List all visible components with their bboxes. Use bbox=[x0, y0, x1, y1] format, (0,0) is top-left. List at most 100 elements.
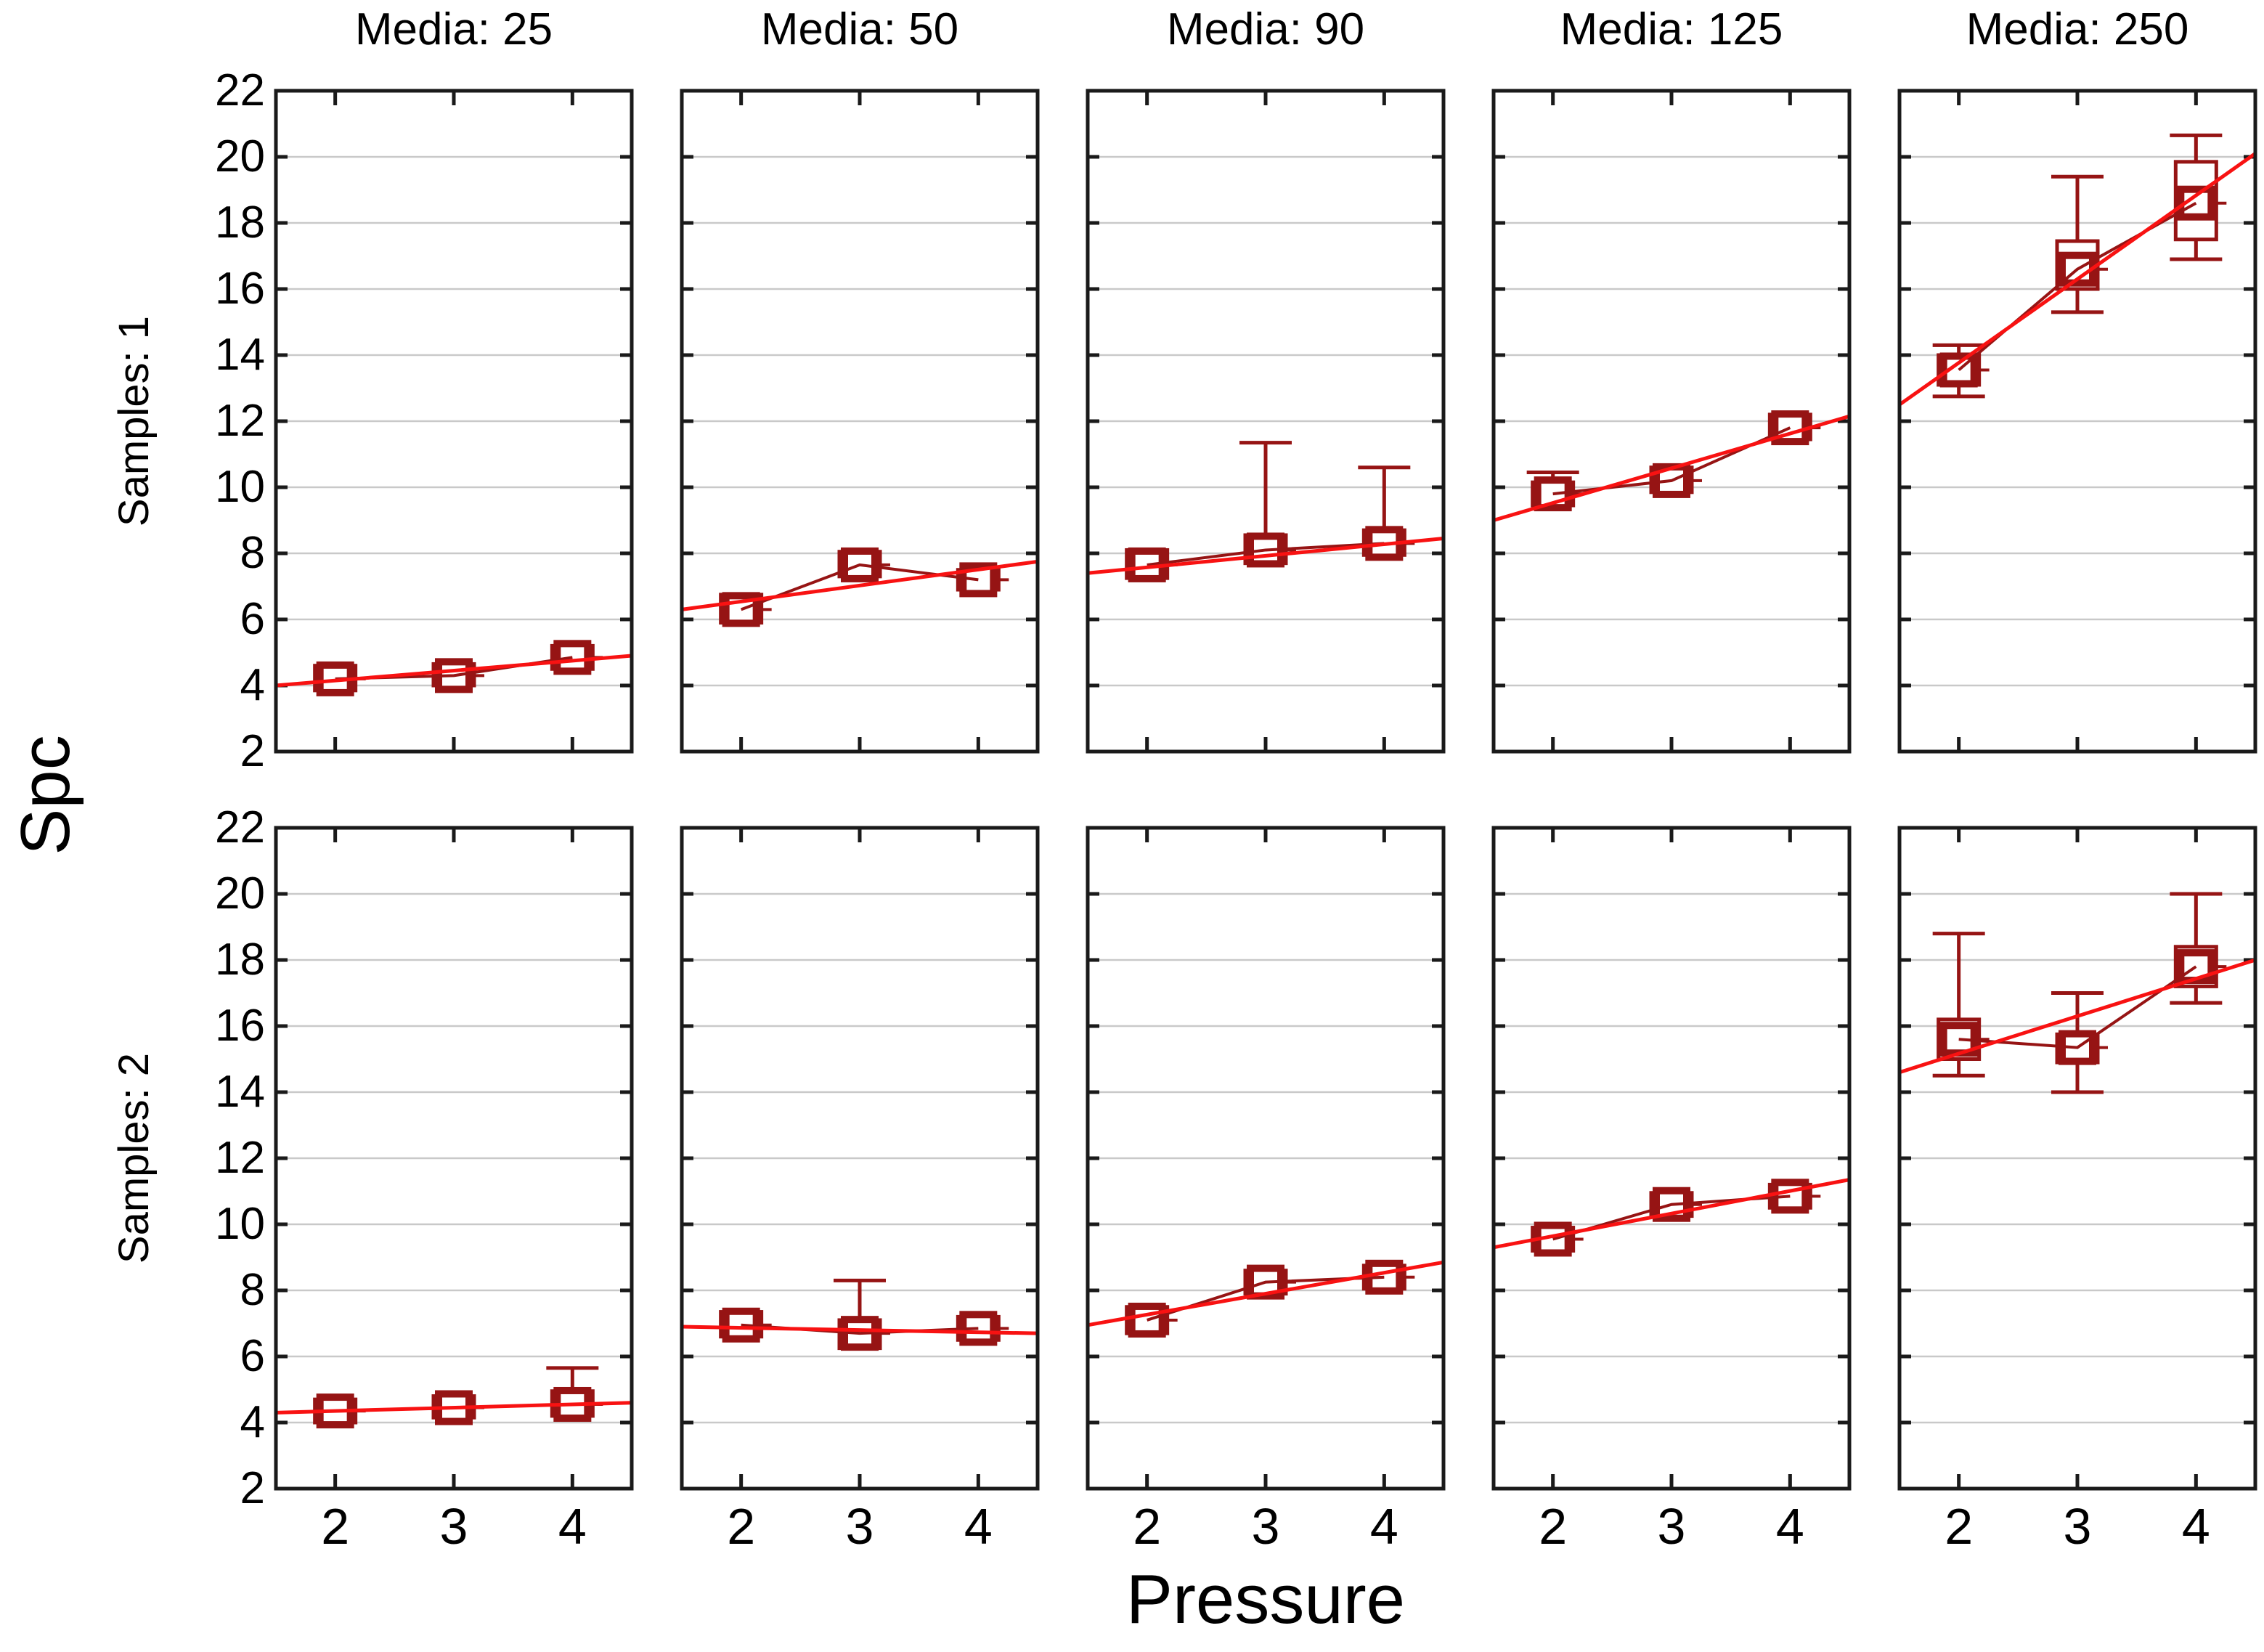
col-title-media-50: Media: 50 bbox=[760, 4, 959, 54]
x-tick-label: 2 bbox=[727, 1498, 756, 1555]
whisker bbox=[2170, 133, 2223, 261]
whisker bbox=[2051, 991, 2104, 1094]
fit-line bbox=[1087, 537, 1444, 575]
fit-line bbox=[275, 1401, 632, 1415]
x-tick-label: 3 bbox=[2063, 1498, 2092, 1555]
y-tick-label: 6 bbox=[240, 594, 265, 644]
gridlines bbox=[1494, 892, 1849, 1424]
axis-ticks bbox=[276, 828, 632, 1489]
x-tick-label: 2 bbox=[1133, 1498, 1162, 1555]
panel-media-250-samples-2 bbox=[1897, 826, 2257, 1491]
panel-frame bbox=[680, 89, 1040, 754]
gridlines bbox=[1088, 892, 1443, 1424]
x-tick-label: 4 bbox=[558, 1498, 587, 1555]
axis-ticks bbox=[276, 91, 632, 752]
panel-media-25-samples-1 bbox=[274, 89, 634, 754]
x-tick-label: 2 bbox=[1539, 1498, 1568, 1555]
whisker bbox=[1239, 441, 1292, 535]
panel-media-250-samples-1 bbox=[1897, 89, 2257, 754]
whisker bbox=[1358, 465, 1411, 531]
row-label-samples-2: Samples: 2 bbox=[110, 1052, 158, 1264]
x-axis-title: Pressure bbox=[1125, 1561, 1406, 1638]
y-tick-label: 18 bbox=[215, 198, 265, 248]
x-tick-label: 3 bbox=[845, 1498, 874, 1555]
panel-frame bbox=[274, 826, 634, 1491]
y-tick-label: 16 bbox=[215, 1001, 265, 1051]
col-title-media-90: Media: 90 bbox=[1166, 4, 1365, 54]
y-tick-label: 6 bbox=[240, 1331, 265, 1381]
fit-line bbox=[1493, 1178, 1850, 1250]
x-tick-label: 3 bbox=[1251, 1498, 1280, 1555]
whisker bbox=[1932, 932, 1985, 1078]
panel-media-50-samples-2 bbox=[680, 826, 1040, 1491]
mean-connect-line bbox=[1147, 542, 1385, 566]
panel-frame bbox=[1897, 826, 2257, 1491]
fit-line bbox=[681, 1325, 1038, 1335]
axis-ticks bbox=[1494, 828, 1849, 1489]
y-tick-label: 20 bbox=[215, 131, 265, 182]
panel-media-25-samples-2 bbox=[274, 826, 634, 1491]
x-tick-label: 3 bbox=[439, 1498, 468, 1555]
row-label-samples-1: Samples: 1 bbox=[110, 315, 158, 527]
fit-line bbox=[1493, 414, 1850, 522]
whisker bbox=[2051, 174, 2104, 314]
panel-frame bbox=[1086, 826, 1446, 1491]
whisker bbox=[2170, 892, 2223, 1005]
panel-media-125-samples-1 bbox=[1491, 89, 1852, 754]
x-tick-label: 4 bbox=[1775, 1498, 1804, 1555]
panel-media-50-samples-1 bbox=[680, 89, 1040, 754]
y-tick-label: 14 bbox=[215, 330, 265, 380]
y-tick-label: 2 bbox=[240, 726, 265, 776]
x-tick-label: 3 bbox=[1657, 1498, 1686, 1555]
axis-ticks bbox=[1899, 91, 2255, 752]
fit-line bbox=[275, 654, 632, 688]
y-tick-label: 12 bbox=[215, 396, 265, 446]
whisker bbox=[834, 1278, 886, 1320]
y-tick-label: 22 bbox=[215, 802, 265, 853]
panel-frame bbox=[1491, 826, 1852, 1491]
panel-frame bbox=[1491, 89, 1852, 754]
panel-media-125-samples-2 bbox=[1491, 826, 1852, 1491]
panel-media-90-samples-1 bbox=[1086, 89, 1446, 754]
y-tick-label: 22 bbox=[215, 65, 265, 115]
panel-frame bbox=[1086, 89, 1446, 754]
panel-media-90-samples-2 bbox=[1086, 826, 1446, 1491]
gridlines bbox=[276, 892, 632, 1424]
y-tick-label: 8 bbox=[240, 1265, 265, 1315]
y-tick-label: 20 bbox=[215, 868, 265, 919]
panel-frame bbox=[680, 826, 1040, 1491]
col-title-media-250: Media: 250 bbox=[1966, 4, 2189, 54]
mean-marker bbox=[1128, 1302, 1166, 1338]
y-tick-label: 12 bbox=[215, 1133, 265, 1183]
y-tick-label: 16 bbox=[215, 264, 265, 314]
fit-line bbox=[1087, 1260, 1444, 1327]
col-title-media-25: Media: 25 bbox=[354, 4, 553, 54]
y-tick-label: 14 bbox=[215, 1067, 265, 1117]
mean-marker bbox=[553, 640, 592, 675]
col-title-media-125: Media: 125 bbox=[1560, 4, 1783, 54]
y-tick-label: 4 bbox=[240, 1397, 265, 1447]
y-tick-label: 18 bbox=[215, 935, 265, 985]
fit-line bbox=[1899, 958, 2256, 1075]
y-tick-label: 10 bbox=[215, 462, 265, 512]
axis-ticks bbox=[682, 91, 1038, 752]
x-tick-label: 2 bbox=[1945, 1498, 1974, 1555]
y-tick-label: 10 bbox=[215, 1199, 265, 1249]
axis-ticks bbox=[1088, 91, 1443, 752]
fit-line bbox=[1898, 152, 2257, 407]
axis-ticks bbox=[682, 828, 1038, 1489]
axis-ticks bbox=[1494, 91, 1849, 752]
axis-ticks bbox=[1088, 828, 1443, 1489]
x-tick-label: 4 bbox=[1369, 1498, 1398, 1555]
panel-frame bbox=[1897, 89, 2257, 754]
x-tick-label: 4 bbox=[964, 1498, 993, 1555]
x-tick-label: 4 bbox=[2181, 1498, 2210, 1555]
y-axis-title: Spc bbox=[7, 735, 84, 855]
axis-ticks bbox=[1899, 828, 2255, 1489]
y-tick-label: 8 bbox=[240, 528, 265, 578]
y-tick-label: 4 bbox=[240, 660, 265, 710]
x-tick-label: 2 bbox=[321, 1498, 350, 1555]
panel-frame bbox=[274, 89, 634, 754]
fit-line bbox=[681, 559, 1038, 611]
